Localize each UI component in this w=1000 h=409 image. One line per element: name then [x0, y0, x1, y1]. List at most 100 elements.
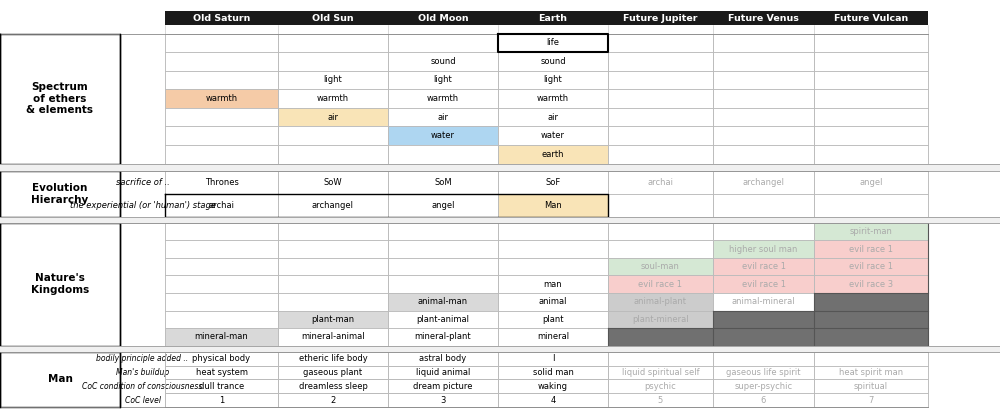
Text: water: water [431, 131, 455, 140]
Bar [713, 240, 814, 258]
Text: light: light [324, 76, 342, 85]
Text: evil race 3: evil race 3 [849, 280, 893, 289]
Text: evil race 1: evil race 1 [849, 262, 893, 271]
Text: dull trance: dull trance [199, 382, 244, 391]
Text: Old Sun: Old Sun [312, 14, 354, 23]
Text: soul-man: soul-man [641, 262, 680, 271]
Text: mineral-plant: mineral-plant [415, 333, 471, 342]
Text: Nature's
Kingdoms: Nature's Kingdoms [31, 274, 89, 295]
Text: animal: animal [539, 297, 567, 306]
Text: Man: Man [48, 374, 72, 384]
Text: liquid animal: liquid animal [416, 368, 470, 377]
Text: warmth: warmth [427, 94, 459, 103]
Text: evil race 1: evil race 1 [742, 262, 786, 271]
Bar [814, 223, 928, 240]
Text: evil race 1: evil race 1 [849, 245, 893, 254]
Bar [0, 164, 1000, 171]
Bar [608, 328, 928, 346]
Text: angel: angel [859, 178, 883, 187]
Bar [278, 310, 388, 328]
Text: water: water [541, 131, 565, 140]
Text: warmth: warmth [205, 94, 238, 103]
Text: animal-mineral: animal-mineral [732, 297, 795, 306]
Bar [165, 328, 278, 346]
Text: SoM: SoM [434, 178, 452, 187]
Text: Man: Man [544, 201, 562, 210]
Text: Earth: Earth [538, 14, 567, 23]
Text: mineral-animal: mineral-animal [301, 333, 365, 342]
Text: Future Jupiter: Future Jupiter [623, 14, 698, 23]
Text: dream picture: dream picture [413, 382, 473, 391]
Text: SoW: SoW [324, 178, 342, 187]
Bar [498, 145, 608, 164]
Text: 4: 4 [550, 396, 556, 405]
Bar [608, 258, 713, 276]
Text: physical body: physical body [192, 354, 251, 363]
Bar [0, 346, 1000, 352]
Text: plant-animal: plant-animal [416, 315, 470, 324]
Text: the experiential (or 'human') stage: the experiential (or 'human') stage [70, 201, 216, 210]
Bar [713, 310, 928, 346]
Text: sound: sound [540, 57, 566, 66]
Text: air: air [547, 112, 558, 121]
Bar [498, 194, 608, 217]
Text: evil race 1: evil race 1 [742, 280, 786, 289]
Text: 6: 6 [761, 396, 766, 405]
Bar [388, 126, 498, 145]
Text: archai: archai [648, 178, 674, 187]
Text: spirit-man: spirit-man [850, 227, 892, 236]
Text: light: light [544, 76, 562, 85]
Text: Man's buildup: Man's buildup [116, 368, 169, 377]
Text: SoF: SoF [545, 178, 561, 187]
Bar [0, 217, 1000, 223]
Text: spiritual: spiritual [854, 382, 888, 391]
Text: 3: 3 [440, 396, 446, 405]
Text: plant-mineral: plant-mineral [632, 315, 689, 324]
Text: Thrones: Thrones [205, 178, 238, 187]
Bar [814, 258, 928, 276]
Bar [165, 223, 928, 346]
Bar [165, 352, 928, 407]
Text: earth: earth [542, 150, 564, 159]
Text: Future Vulcan: Future Vulcan [834, 14, 908, 23]
Bar [713, 258, 814, 276]
Text: higher soul man: higher soul man [729, 245, 798, 254]
Text: man: man [544, 280, 562, 289]
Text: animal-plant: animal-plant [634, 297, 687, 306]
Text: gaseous life spirit: gaseous life spirit [726, 368, 801, 377]
Text: 7: 7 [868, 396, 874, 405]
Text: Old Moon: Old Moon [418, 14, 468, 23]
Bar [278, 108, 388, 126]
Text: Future Venus: Future Venus [728, 14, 799, 23]
Text: gaseous plant: gaseous plant [303, 368, 363, 377]
Text: air: air [328, 112, 338, 121]
Text: CoC level: CoC level [125, 396, 161, 405]
Text: warmth: warmth [537, 94, 569, 103]
Text: Evolution
Hierarchy: Evolution Hierarchy [31, 183, 89, 204]
Text: evil race 1: evil race 1 [639, 280, 682, 289]
Bar [814, 240, 928, 258]
Text: I: I [552, 354, 554, 363]
Bar [165, 171, 928, 217]
Text: plant-man: plant-man [311, 315, 355, 324]
Bar [165, 34, 928, 164]
Text: psychic: psychic [645, 382, 676, 391]
Text: dreamless sleep: dreamless sleep [299, 382, 367, 391]
Text: etheric life body: etheric life body [299, 354, 367, 363]
Text: solid man: solid man [533, 368, 573, 377]
Text: 2: 2 [330, 396, 336, 405]
Text: CoC condition of consciousness: CoC condition of consciousness [82, 382, 203, 391]
Text: warmth: warmth [317, 94, 349, 103]
Text: heat spirit man: heat spirit man [839, 368, 903, 377]
Text: angel: angel [431, 201, 455, 210]
Bar [814, 276, 928, 293]
Text: light: light [434, 76, 452, 85]
Text: bodily principle added ..: bodily principle added .. [96, 354, 189, 363]
Text: waking: waking [538, 382, 568, 391]
Bar [608, 276, 713, 293]
Text: super-psychic: super-psychic [734, 382, 793, 391]
Text: archai: archai [209, 201, 235, 210]
Text: archangel: archangel [742, 178, 784, 187]
Text: 1: 1 [219, 396, 224, 405]
Bar [608, 293, 713, 310]
